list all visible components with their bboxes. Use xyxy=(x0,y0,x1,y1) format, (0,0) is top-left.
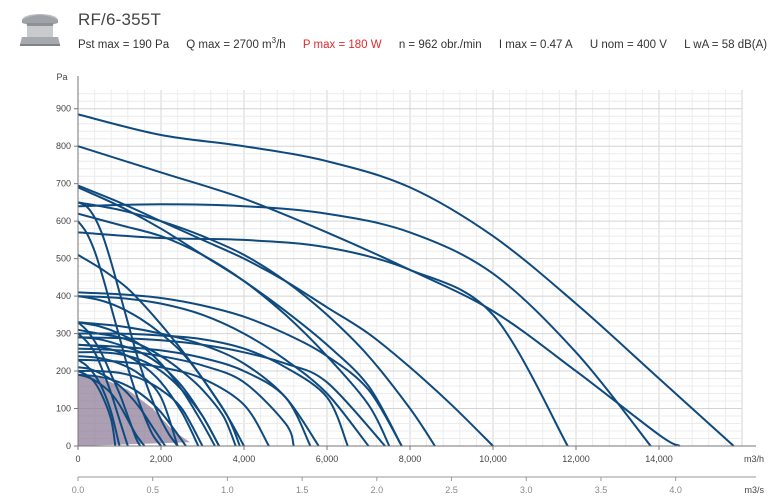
x-tick-label: 14,000 xyxy=(645,454,673,464)
y-tick-label: 0 xyxy=(66,441,71,451)
fan-curve-30 xyxy=(77,220,162,447)
fan-performance-chart: 0 100 200 300 400 500 600 700 800 900 Pa 0 2,000 4,00… xyxy=(56,72,765,495)
x2-tick-label: 3.0 xyxy=(520,485,533,495)
fan-curve-9 xyxy=(77,291,403,447)
y-tick-label: 400 xyxy=(56,291,71,301)
x2-tick-label: 2.5 xyxy=(445,485,458,495)
fan-curve-22 xyxy=(77,321,216,447)
spec-imax: I max = 0.47 A xyxy=(498,38,573,51)
x2-tick-label: 2.0 xyxy=(371,485,384,495)
fan-curve-3 xyxy=(77,203,652,447)
y-axis-label: Pa xyxy=(56,72,67,82)
spec-unom: U nom = 400 V xyxy=(589,38,667,51)
fan-curve-14 xyxy=(77,343,312,447)
fan-curve-29 xyxy=(77,201,179,447)
x-tick-label: 6,000 xyxy=(316,454,339,464)
fan-curve-24 xyxy=(77,369,204,447)
x-tick-label: 12,000 xyxy=(562,454,590,464)
spec-qmax: Q max = 2700 m3/h xyxy=(186,36,286,51)
x2-tick-label: 3.5 xyxy=(595,485,608,495)
y-tick-label: 300 xyxy=(56,329,71,339)
spec-line: Pst max = 190 Pa Q max = 2700 m3/h P max… xyxy=(78,36,781,51)
fan-curve-11 xyxy=(77,332,349,447)
fan-curve-31 xyxy=(77,321,142,447)
x2-tick-label: 1.5 xyxy=(296,485,309,495)
x2-tick-label: 0.5 xyxy=(146,485,159,495)
x-tick-label: 8,000 xyxy=(399,454,422,464)
x-tick-label: 0 xyxy=(75,454,80,464)
operating-area xyxy=(78,374,191,446)
y-tick-label: 600 xyxy=(56,216,71,226)
x2-tick-label: 4.0 xyxy=(669,485,682,495)
x-tick-label: 2,000 xyxy=(150,454,173,464)
fan-curve-19 xyxy=(77,328,237,447)
x2-tick-label: 0.0 xyxy=(72,485,85,495)
x-tick-label: 4,000 xyxy=(233,454,256,464)
y-tick-label: 100 xyxy=(56,404,71,414)
fan-curve-8 xyxy=(77,212,391,447)
x2-tick-label: 1.0 xyxy=(221,485,234,495)
fan-product-icon xyxy=(20,14,60,46)
y-tick-label: 500 xyxy=(56,254,71,264)
spec-lwa: L wA = 58 dB(A) xyxy=(684,38,768,51)
x-tick-label: 10,000 xyxy=(479,454,507,464)
y-tick-label: 900 xyxy=(56,104,71,114)
x2-axis-label: m3/s xyxy=(744,485,764,495)
product-title: RF/6-355T xyxy=(78,10,162,29)
fan-curve-34 xyxy=(77,370,117,447)
fan-curve-33 xyxy=(77,358,121,447)
fan-curve-32 xyxy=(77,332,129,447)
fan-curve-10 xyxy=(77,295,370,447)
spec-rpm: n = 962 obr./min xyxy=(398,38,482,51)
fan-curve-1 xyxy=(77,113,735,447)
fan-curve-4 xyxy=(77,231,569,447)
x-axis-label: m3/h xyxy=(744,454,764,464)
fan-curve-18 xyxy=(77,295,241,447)
fan-curve-15 xyxy=(77,347,295,447)
fan-curve-6 xyxy=(77,201,436,447)
spec-pmax: P max = 180 W xyxy=(302,38,382,51)
fan-curve-28 xyxy=(77,373,187,447)
y-tick-label: 800 xyxy=(56,141,71,151)
y-tick-label: 700 xyxy=(56,179,71,189)
y-tick-label: 200 xyxy=(56,366,71,376)
spec-pst: Pst max = 190 Pa xyxy=(78,38,170,51)
fan-curve-21 xyxy=(77,336,220,447)
